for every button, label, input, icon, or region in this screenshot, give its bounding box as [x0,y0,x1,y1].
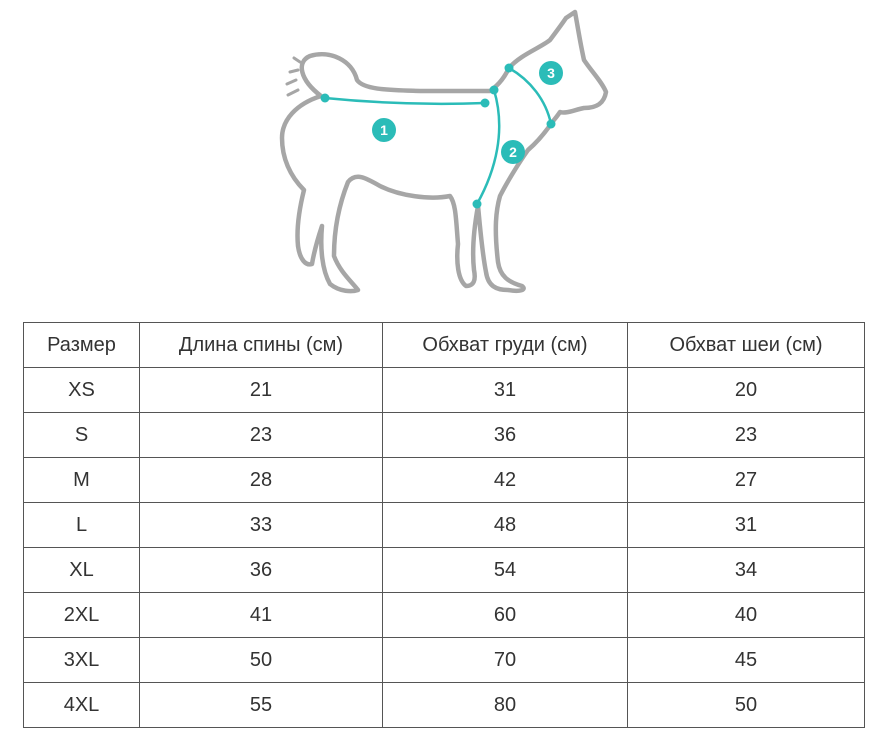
table-row: M 28 42 27 [23,457,865,503]
header-neck-girth: Обхват шеи (см) [627,322,865,368]
svg-text:2: 2 [509,144,517,160]
header-back-length: Длина спины (см) [139,322,383,368]
svg-text:1: 1 [380,122,388,138]
cell-chest-girth: 70 [382,637,628,683]
cell-chest-girth: 60 [382,592,628,638]
table-header-row: Размер Длина спины (см) Обхват груди (см… [23,322,865,368]
table-row: L 33 48 31 [23,502,865,548]
table-row: 2XL 41 60 40 [23,592,865,638]
table-row: 3XL 50 70 45 [23,637,865,683]
cell-chest-girth: 48 [382,502,628,548]
svg-text:3: 3 [547,65,555,81]
table-row: 4XL 55 80 50 [23,682,865,728]
cell-size: 3XL [23,637,140,683]
cell-neck-girth: 20 [627,367,865,413]
cell-neck-girth: 23 [627,412,865,458]
table-row: XL 36 54 34 [23,547,865,593]
marker-3: 3 [539,61,563,85]
cell-back-length: 50 [139,637,383,683]
cell-back-length: 36 [139,547,383,593]
dog-outline [279,9,609,294]
cell-chest-girth: 54 [382,547,628,593]
cell-neck-girth: 34 [627,547,865,593]
cell-size: XS [23,367,140,413]
cell-size: M [23,457,140,503]
cell-size: S [23,412,140,458]
neck-girth-line [508,66,553,125]
cell-neck-girth: 40 [627,592,865,638]
cell-neck-girth: 27 [627,457,865,503]
chest-girth-dot-start [489,85,499,95]
cell-size: 2XL [23,592,140,638]
cell-back-length: 41 [139,592,383,638]
cell-size: L [23,502,140,548]
cell-back-length: 28 [139,457,383,503]
table-row: S 23 36 23 [23,412,865,458]
neck-girth-dot-start [504,63,514,73]
cell-chest-girth: 36 [382,412,628,458]
table-row: XS 21 31 20 [23,367,865,413]
cell-back-length: 21 [139,367,383,413]
marker-1: 1 [372,118,396,142]
header-chest-girth: Обхват груди (см) [382,322,628,368]
tail-fur [285,56,302,97]
cell-chest-girth: 80 [382,682,628,728]
cell-size: XL [23,547,140,593]
cell-back-length: 23 [139,412,383,458]
chest-girth-dot-end [472,199,482,209]
cell-chest-girth: 31 [382,367,628,413]
back-length-dot-start [320,93,330,103]
dog-measurement-diagram: 1 2 3 [279,9,609,294]
cell-size: 4XL [23,682,140,728]
cell-back-length: 33 [139,502,383,548]
back-length-line [324,96,486,106]
cell-neck-girth: 45 [627,637,865,683]
marker-2: 2 [501,140,525,164]
cell-neck-girth: 31 [627,502,865,548]
neck-girth-dot-end [546,119,556,129]
cell-chest-girth: 42 [382,457,628,503]
cell-neck-girth: 50 [627,682,865,728]
header-size: Размер [23,322,140,368]
back-length-dot-end [480,98,490,108]
chest-girth-line [475,89,501,205]
size-chart-table: Размер Длина спины (см) Обхват груди (см… [23,322,865,728]
cell-back-length: 55 [139,682,383,728]
